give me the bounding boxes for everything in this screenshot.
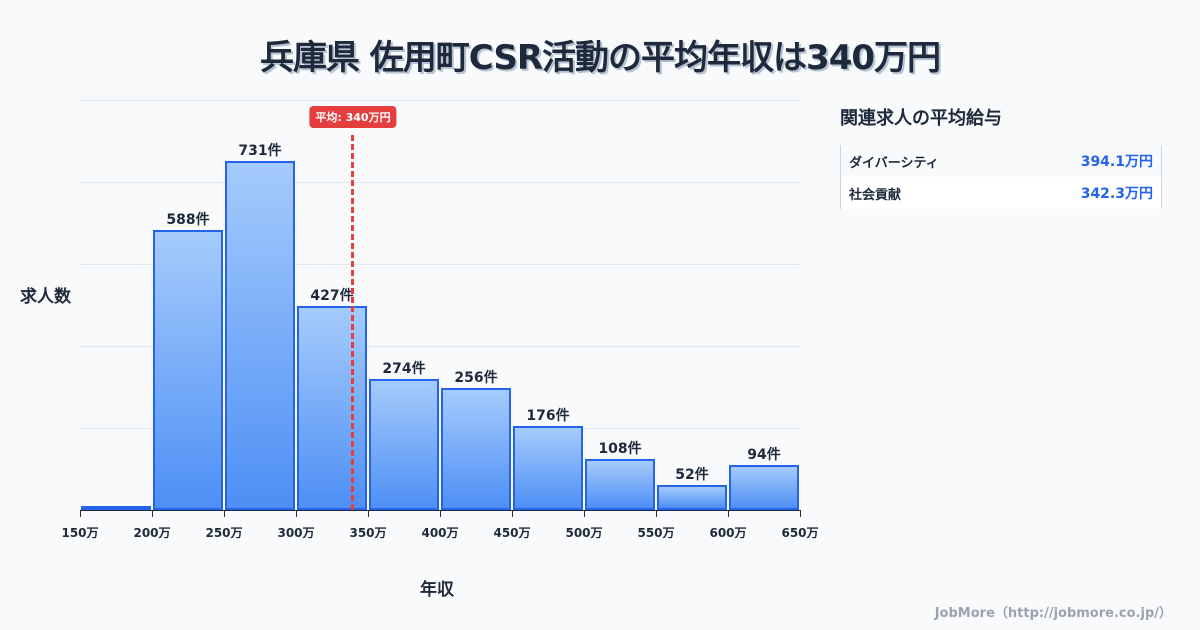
salary-row-label: ダイバーシティ	[849, 155, 939, 171]
histogram-bar	[657, 485, 727, 510]
gridline	[80, 100, 800, 101]
gridline	[80, 346, 800, 347]
gridline	[80, 428, 800, 429]
x-tick	[440, 510, 441, 517]
x-tick-label: 650万	[781, 526, 819, 540]
x-tick	[728, 510, 729, 517]
histogram-bar	[513, 426, 583, 510]
average-badge: 平均: 340万円	[309, 106, 397, 128]
bar-value-label: 274件	[382, 361, 426, 377]
salary-row-value: 342.3万円	[1080, 186, 1153, 202]
bar-value-label: 256件	[454, 370, 498, 386]
x-tick	[800, 510, 801, 517]
x-tick	[584, 510, 585, 517]
salary-row: ダイバーシティ 394.1万円	[841, 145, 1161, 177]
footer-credit: JobMore（http://jobmore.co.jp/）	[934, 606, 1172, 621]
x-tick-label: 500万	[565, 526, 603, 540]
bar-value-label: 176件	[526, 408, 570, 424]
histogram-bar	[225, 161, 295, 510]
salary-row-value: 394.1万円	[1080, 154, 1153, 170]
x-tick-label: 600万	[709, 526, 747, 540]
bar-value-label: 588件	[166, 212, 210, 228]
y-axis-label: 求人数	[20, 287, 71, 307]
x-tick-label: 450万	[493, 526, 531, 540]
x-tick-label: 150万	[61, 526, 99, 540]
salary-row-label: 社会貢献	[849, 187, 902, 203]
average-line	[351, 135, 354, 510]
histogram-bar	[153, 230, 223, 510]
x-tick	[368, 510, 369, 517]
bar-value-label: 52件	[675, 467, 709, 483]
x-tick	[512, 510, 513, 517]
x-tick-label: 300万	[277, 526, 315, 540]
x-tick-label: 200万	[133, 526, 171, 540]
bar-value-label: 108件	[598, 441, 642, 457]
x-tick-label: 350万	[349, 526, 387, 540]
related-salary-panel: ダイバーシティ 394.1万円 社会貢献 342.3万円	[840, 145, 1162, 209]
histogram-bar	[369, 379, 439, 510]
histogram-bar	[441, 388, 511, 510]
x-tick	[224, 510, 225, 517]
x-tick-label: 400万	[421, 526, 459, 540]
histogram-bar	[81, 506, 151, 510]
histogram-chart: 588件 731件 427件 274件 256件 176件 108件 52件 94件 150万 2…	[61, 100, 819, 540]
bar-value-label: 94件	[747, 447, 781, 463]
chart-title: 兵庫県 佐用町CSR活動の平均年収は340万円	[259, 38, 941, 78]
x-tick	[152, 510, 153, 517]
x-tick	[656, 510, 657, 517]
histogram-bar	[297, 306, 367, 510]
salary-row: 社会貢献 342.3万円	[841, 177, 1161, 209]
bar-value-label: 427件	[310, 288, 354, 304]
x-tick-label: 550万	[637, 526, 675, 540]
histogram-bar	[729, 465, 799, 510]
bar-value-label: 731件	[238, 143, 282, 159]
x-tick-label: 250万	[205, 526, 243, 540]
histogram-bar	[585, 459, 655, 510]
x-tick	[80, 510, 81, 517]
gridline	[80, 182, 800, 183]
x-axis-label: 年収	[420, 580, 454, 600]
gridline	[80, 264, 800, 265]
x-tick	[296, 510, 297, 517]
related-salary-title: 関連求人の平均給与	[840, 108, 1002, 129]
